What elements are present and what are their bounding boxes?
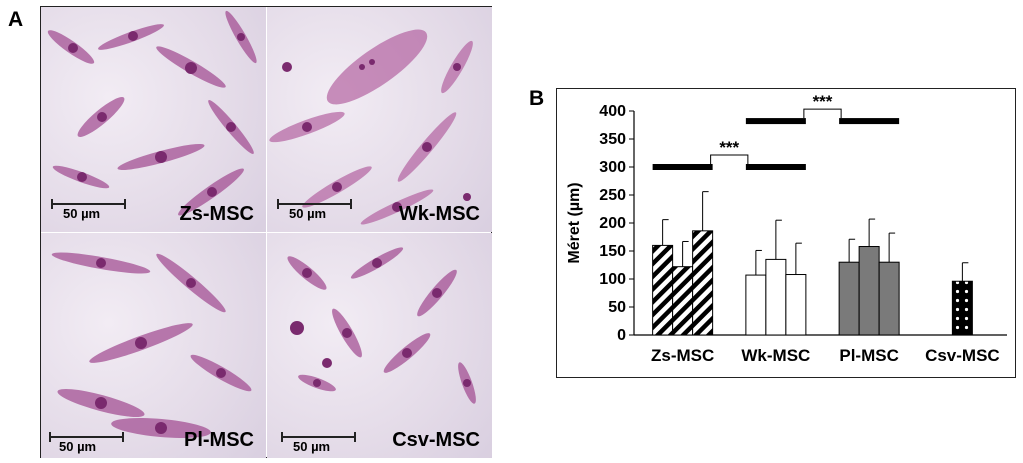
significance-bar <box>745 164 806 170</box>
y-tick-label: 350 <box>599 131 626 148</box>
significance-bar <box>839 118 900 125</box>
x-tick-label: Csv-MSC <box>925 346 1000 365</box>
bar <box>692 230 714 336</box>
bar <box>785 274 807 336</box>
x-tick-label: Wk-MSC <box>741 346 810 365</box>
bar-chart: 0 50 100 150 200 250 300 350 400 Méret (µm) Zs-MSC… <box>566 92 1007 365</box>
cell-texture <box>51 252 252 438</box>
y-tick-label: 50 <box>608 299 626 316</box>
scale-bar-label: 50 µm <box>63 206 101 221</box>
scale-bar <box>49 432 124 442</box>
bar <box>838 261 860 336</box>
micrograph-label: Csv-MSC <box>392 429 480 451</box>
scale-bar <box>51 199 126 209</box>
y-tick-label: 250 <box>599 187 626 204</box>
micrograph-zs-msc: 50 µm Zs-MSC <box>41 7 266 232</box>
y-tick-label: 300 <box>599 159 626 176</box>
cell-texture <box>287 247 476 404</box>
micrograph-wk-msc: 50 µm Wk-MSC <box>267 7 492 232</box>
y-tick-label: 100 <box>599 271 626 288</box>
cell-texture <box>47 10 257 216</box>
scale-bar <box>281 432 356 442</box>
bar <box>878 261 900 336</box>
significance-bracket <box>803 108 842 119</box>
micrograph-label: Zs-MSC <box>179 203 254 225</box>
significance-label: *** <box>719 138 739 157</box>
y-axis-label: Méret (µm) <box>566 182 583 263</box>
panel-a-letter: A <box>8 8 24 31</box>
bar <box>652 244 674 336</box>
bar <box>858 246 880 336</box>
y-tick-label: 200 <box>599 215 626 232</box>
scale-bar-label: 50 µm <box>289 206 327 221</box>
y-tick-label: 0 <box>617 327 626 344</box>
significance-label: *** <box>813 92 833 111</box>
bar-chart-frame: 0 50 100 150 200 250 300 350 400 Méret (µm) Zs-MSC… <box>556 88 1016 378</box>
bar <box>765 258 787 336</box>
x-tick-label: Pl-MSC <box>839 346 899 365</box>
micrograph-csv-msc: 50 µm Csv-MSC <box>267 233 492 458</box>
micrograph-grid: 50 µm Zs-MSC 50 µm Wk-MSC <box>40 6 492 458</box>
significance-bar <box>745 118 806 125</box>
significance-bar <box>652 164 713 170</box>
bar <box>745 274 767 336</box>
panel-b-letter: B <box>529 87 545 110</box>
micrograph-label: Pl-MSC <box>184 429 254 451</box>
scale-bar <box>277 199 352 209</box>
y-tick-label: 400 <box>599 103 626 120</box>
y-tick-label: 150 <box>599 243 626 260</box>
bar <box>672 266 694 336</box>
micrograph-label: Wk-MSC <box>398 203 480 225</box>
bar <box>951 280 973 336</box>
micrograph-pl-msc: 50 µm Pl-MSC <box>41 233 266 458</box>
scale-bar-label: 50 µm <box>59 439 97 454</box>
cell-texture <box>269 29 473 225</box>
x-tick-label: Zs-MSC <box>651 346 714 365</box>
significance-bracket <box>710 154 749 164</box>
scale-bar-label: 50 µm <box>293 439 331 454</box>
